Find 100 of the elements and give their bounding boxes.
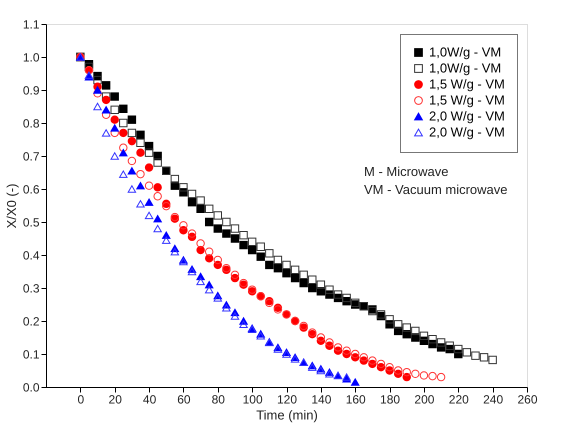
point [119,104,128,114]
point [428,372,437,380]
point [299,278,308,288]
point [102,96,110,104]
point [153,214,162,222]
x-tick-label: 100 [242,392,263,406]
y-tick-label: 0.8 [22,116,40,130]
point [119,148,128,156]
point [153,183,162,192]
point [128,115,136,124]
point [274,264,282,272]
point [136,182,145,190]
y-tick-label: 0.1 [22,348,40,362]
point [411,370,420,378]
point [360,353,368,362]
x-tick-label: 220 [448,392,470,406]
point [119,128,128,138]
point [196,196,205,205]
x-axis-title: Time (min) [256,408,318,422]
point [102,106,110,114]
legend-label: 2,0 W/g - VM [429,124,505,140]
point [230,234,240,243]
point [290,274,300,282]
point [462,348,472,357]
legend-label: 2,0 W/g - VM [429,108,505,124]
point [136,138,145,148]
point [368,356,377,365]
point [256,242,265,251]
x-tick-label: 40 [142,392,157,406]
point [308,284,316,292]
point [119,118,128,128]
point [222,218,231,226]
point [308,276,316,284]
point [436,372,446,382]
point [144,212,154,220]
point [188,198,196,206]
annotation: M - Microwave [364,164,449,179]
point [84,62,94,72]
point [93,102,102,110]
point [436,338,446,347]
y-tick-label: 0.5 [22,216,40,230]
point [402,323,411,332]
point [204,204,214,214]
point [394,366,402,375]
y-tick-label: 0.7 [22,150,40,164]
point [342,346,351,355]
y-tick-label: 0.4 [22,248,40,262]
point [128,128,136,138]
point [239,240,248,250]
point [204,254,214,262]
point [110,124,119,132]
point [119,170,128,178]
point [136,130,145,140]
point [110,92,119,101]
point [179,221,188,230]
point [351,378,360,386]
point [282,260,291,270]
point [248,246,256,254]
point [136,170,145,178]
point [282,268,291,278]
x-tick-label: 240 [483,392,504,406]
point [394,320,402,329]
point [334,343,342,352]
point [420,332,428,340]
point [385,315,394,324]
point [325,370,334,378]
y-tick-label: 1.1 [22,18,40,32]
point [299,270,308,280]
point [110,116,119,124]
point [128,136,136,146]
point [214,211,222,220]
point [445,342,454,350]
point [222,229,231,238]
y-tick-label: 0.3 [22,282,40,296]
point [196,278,205,286]
point [204,248,214,256]
point [93,86,102,94]
point [93,76,102,84]
point [428,334,437,344]
point [265,249,274,258]
point [248,238,256,246]
point [351,350,360,358]
legend-label: 1,0W/g - VM [429,60,502,76]
point [214,256,222,264]
x-tick-label: 140 [311,392,332,406]
point [471,351,480,360]
x-tick-label: 60 [177,392,191,406]
legend-label: 1,5 W/g - VM [429,92,505,108]
point [110,152,119,160]
point [153,192,162,200]
point [170,174,180,184]
x-tick-label: 260 [517,392,538,406]
point [222,304,231,312]
x-tick-label: 180 [380,392,400,406]
y-tick-label: 0.2 [22,314,40,328]
y-tick-label: 1.0 [22,50,40,64]
point [290,266,300,274]
point [256,332,265,340]
point [128,167,136,175]
point [334,290,342,299]
